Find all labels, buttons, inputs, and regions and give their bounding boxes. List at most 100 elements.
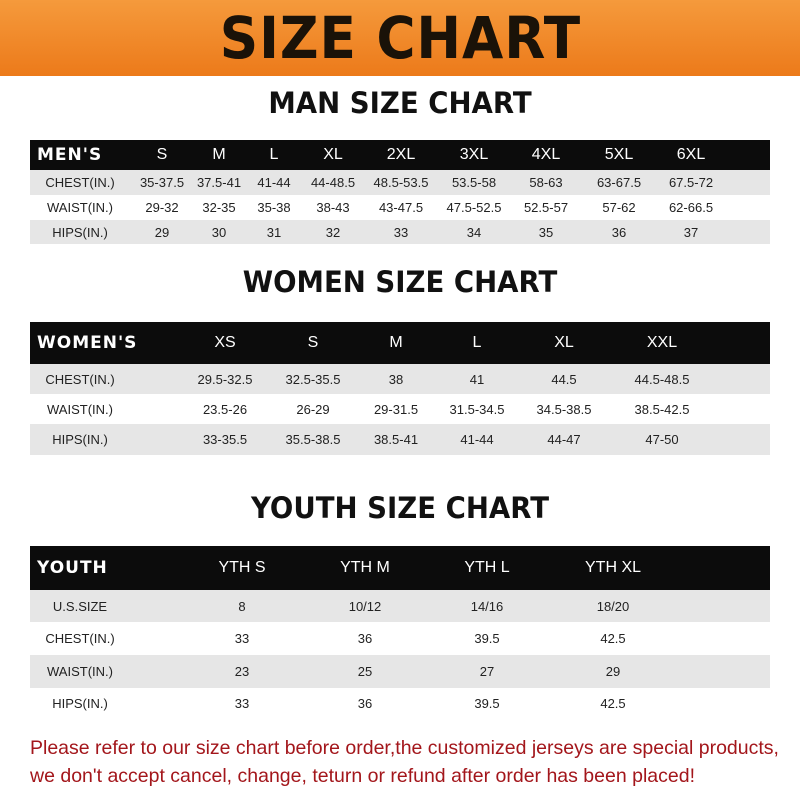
table-cell: 18/20 xyxy=(596,598,630,614)
table-cell: 43-47.5 xyxy=(378,200,424,215)
banner-title: SIZE CHART xyxy=(219,4,581,72)
table-row: HIPS(IN.) 33 36 39.5 42.5 xyxy=(30,688,770,718)
table-cell: 41 xyxy=(469,371,485,387)
table-row: U.S.SIZE 8 10/12 14/16 18/20 xyxy=(30,590,770,622)
size-column-header: S xyxy=(156,146,168,163)
table-row: CHEST(IN.) 29.5-32.5 32.5-35.5 38 41 44.5 44.5… xyxy=(30,364,770,394)
table-cell: 44-48.5 xyxy=(310,175,356,190)
size-column-header: XXL xyxy=(646,334,678,351)
table-cell: 23.5-26 xyxy=(202,401,248,417)
table-cell: 32-35 xyxy=(202,200,236,215)
table-row: CHEST(IN.) 35-37.5 37.5-41 41-44 44-48.5 48.5… xyxy=(30,170,770,195)
row-label: HIPS(IN.) xyxy=(52,432,108,447)
table-cell: 35-37.5 xyxy=(139,175,185,190)
table-cell: 57-62 xyxy=(602,200,636,215)
table-cell: 38.5-41 xyxy=(373,432,419,447)
table-cell: 44.5 xyxy=(551,371,577,387)
table-cell: 35 xyxy=(538,224,554,240)
table-cell: 41-44 xyxy=(460,432,494,447)
table-cell: 25 xyxy=(357,664,373,679)
table-row: CHEST(IN.) 33 36 39.5 42.5 xyxy=(30,622,770,655)
men-size-table: MEN'S S M L XL 2XL 3XL 4XL 5XL 6XL CHEST(IN.) 35-37… xyxy=(30,140,770,244)
table-cell: 32.5-35.5 xyxy=(285,371,341,387)
table-cell: 39.5 xyxy=(474,631,500,646)
table-cell: 42.5 xyxy=(600,695,626,711)
table-cell: 67.5-72 xyxy=(668,175,714,190)
table-cell: 23 xyxy=(234,664,250,679)
table-cell: 41-44 xyxy=(257,175,291,190)
table-cell: 35-38 xyxy=(257,200,291,215)
table-cell: 32 xyxy=(325,224,341,240)
table-corner-label: WOMEN'S xyxy=(37,333,138,353)
table-cell: 35.5-38.5 xyxy=(285,432,341,447)
table-cell: 39.5 xyxy=(474,695,500,711)
table-row: WAIST(IN.) 23.5-26 26-29 29-31.5 31.5-34.5 34… xyxy=(30,394,770,424)
table-cell: 29-32 xyxy=(145,200,179,215)
table-cell: 31 xyxy=(266,224,282,240)
table-cell: 38.5-42.5 xyxy=(634,401,690,417)
size-column-header: XS xyxy=(214,334,236,351)
table-cell: 47-50 xyxy=(645,432,679,447)
row-label: CHEST(IN.) xyxy=(45,631,115,646)
table-cell: 38 xyxy=(388,371,404,387)
table-cell: 44.5-48.5 xyxy=(634,371,690,387)
table-cell: 42.5 xyxy=(600,631,626,646)
table-cell: 33 xyxy=(234,695,250,711)
row-label: CHEST(IN.) xyxy=(45,175,115,190)
table-corner-label: YOUTH xyxy=(37,558,108,578)
table-header-row: MEN'S S M L XL 2XL 3XL 4XL 5XL 6XL xyxy=(30,140,770,170)
order-notice: Please refer to our size chart before or… xyxy=(30,737,779,787)
table-cell: 29 xyxy=(605,664,621,679)
row-label: U.S.SIZE xyxy=(52,598,108,614)
size-column-header: 4XL xyxy=(531,146,561,163)
table-cell: 38-43 xyxy=(316,200,350,215)
table-cell: 29-31.5 xyxy=(373,401,419,417)
table-cell: 27 xyxy=(479,664,495,679)
size-column-header: L xyxy=(269,146,279,163)
table-cell: 29 xyxy=(154,224,170,240)
table-cell: 37 xyxy=(683,224,699,240)
table-cell: 36 xyxy=(357,695,373,711)
table-corner-label: MEN'S xyxy=(37,145,103,165)
table-row: HIPS(IN.) 33-35.5 35.5-38.5 38.5-41 41-44 44-… xyxy=(30,424,770,455)
size-column-header: YTH M xyxy=(340,559,390,576)
banner: SIZE CHART xyxy=(0,0,800,76)
table-header-row: WOMEN'S XS S M L XL XXL xyxy=(30,322,770,364)
women-section-title: WOMEN SIZE CHART xyxy=(242,265,558,299)
row-label: HIPS(IN.) xyxy=(52,695,108,711)
table-cell: 47.5-52.5 xyxy=(446,200,502,215)
size-column-header: YTH S xyxy=(218,559,266,576)
row-label: WAIST(IN.) xyxy=(47,664,113,679)
table-cell: 10/12 xyxy=(348,598,382,614)
table-cell: 14/16 xyxy=(470,598,504,614)
table-cell: 8 xyxy=(238,598,246,614)
men-section-title: MAN SIZE CHART xyxy=(268,86,532,120)
table-cell: 26-29 xyxy=(296,401,330,417)
table-header-row: YOUTH YTH S YTH M YTH L YTH XL xyxy=(30,546,770,590)
youth-section-title: YOUTH SIZE CHART xyxy=(250,491,550,525)
size-column-header: M xyxy=(212,146,226,163)
table-cell: 58-63 xyxy=(529,175,563,190)
table-row: WAIST(IN.) 29-32 32-35 35-38 38-43 43-47.5 47.… xyxy=(30,195,770,220)
table-cell: 30 xyxy=(211,224,227,240)
youth-size-table: YOUTH YTH S YTH M YTH L YTH XL U.S.SIZE 8 10/12… xyxy=(30,546,770,718)
table-cell: 36 xyxy=(611,224,627,240)
table-cell: 44-47 xyxy=(547,432,581,447)
size-column-header: L xyxy=(472,334,482,351)
table-row: HIPS(IN.) 29 30 31 32 33 34 35 36 37 xyxy=(30,220,770,244)
table-cell: 36 xyxy=(357,631,373,646)
women-size-table: WOMEN'S XS S M L XL XXL CHEST(IN.) 29.5-32.5 32.5… xyxy=(30,322,770,455)
table-row: WAIST(IN.) 23 25 27 29 xyxy=(30,655,770,688)
size-column-header: 3XL xyxy=(459,146,489,163)
table-cell: 33 xyxy=(393,224,409,240)
size-column-header: 6XL xyxy=(676,146,706,163)
row-label: WAIST(IN.) xyxy=(47,401,113,417)
size-column-header: XL xyxy=(554,334,574,351)
size-column-header: XL xyxy=(323,146,343,163)
table-cell: 63-67.5 xyxy=(596,175,642,190)
table-cell: 37.5-41 xyxy=(196,175,242,190)
table-cell: 29.5-32.5 xyxy=(197,371,253,387)
table-cell: 33-35.5 xyxy=(202,432,248,447)
table-cell: 53.5-58 xyxy=(451,175,497,190)
size-column-header: YTH L xyxy=(464,559,510,576)
